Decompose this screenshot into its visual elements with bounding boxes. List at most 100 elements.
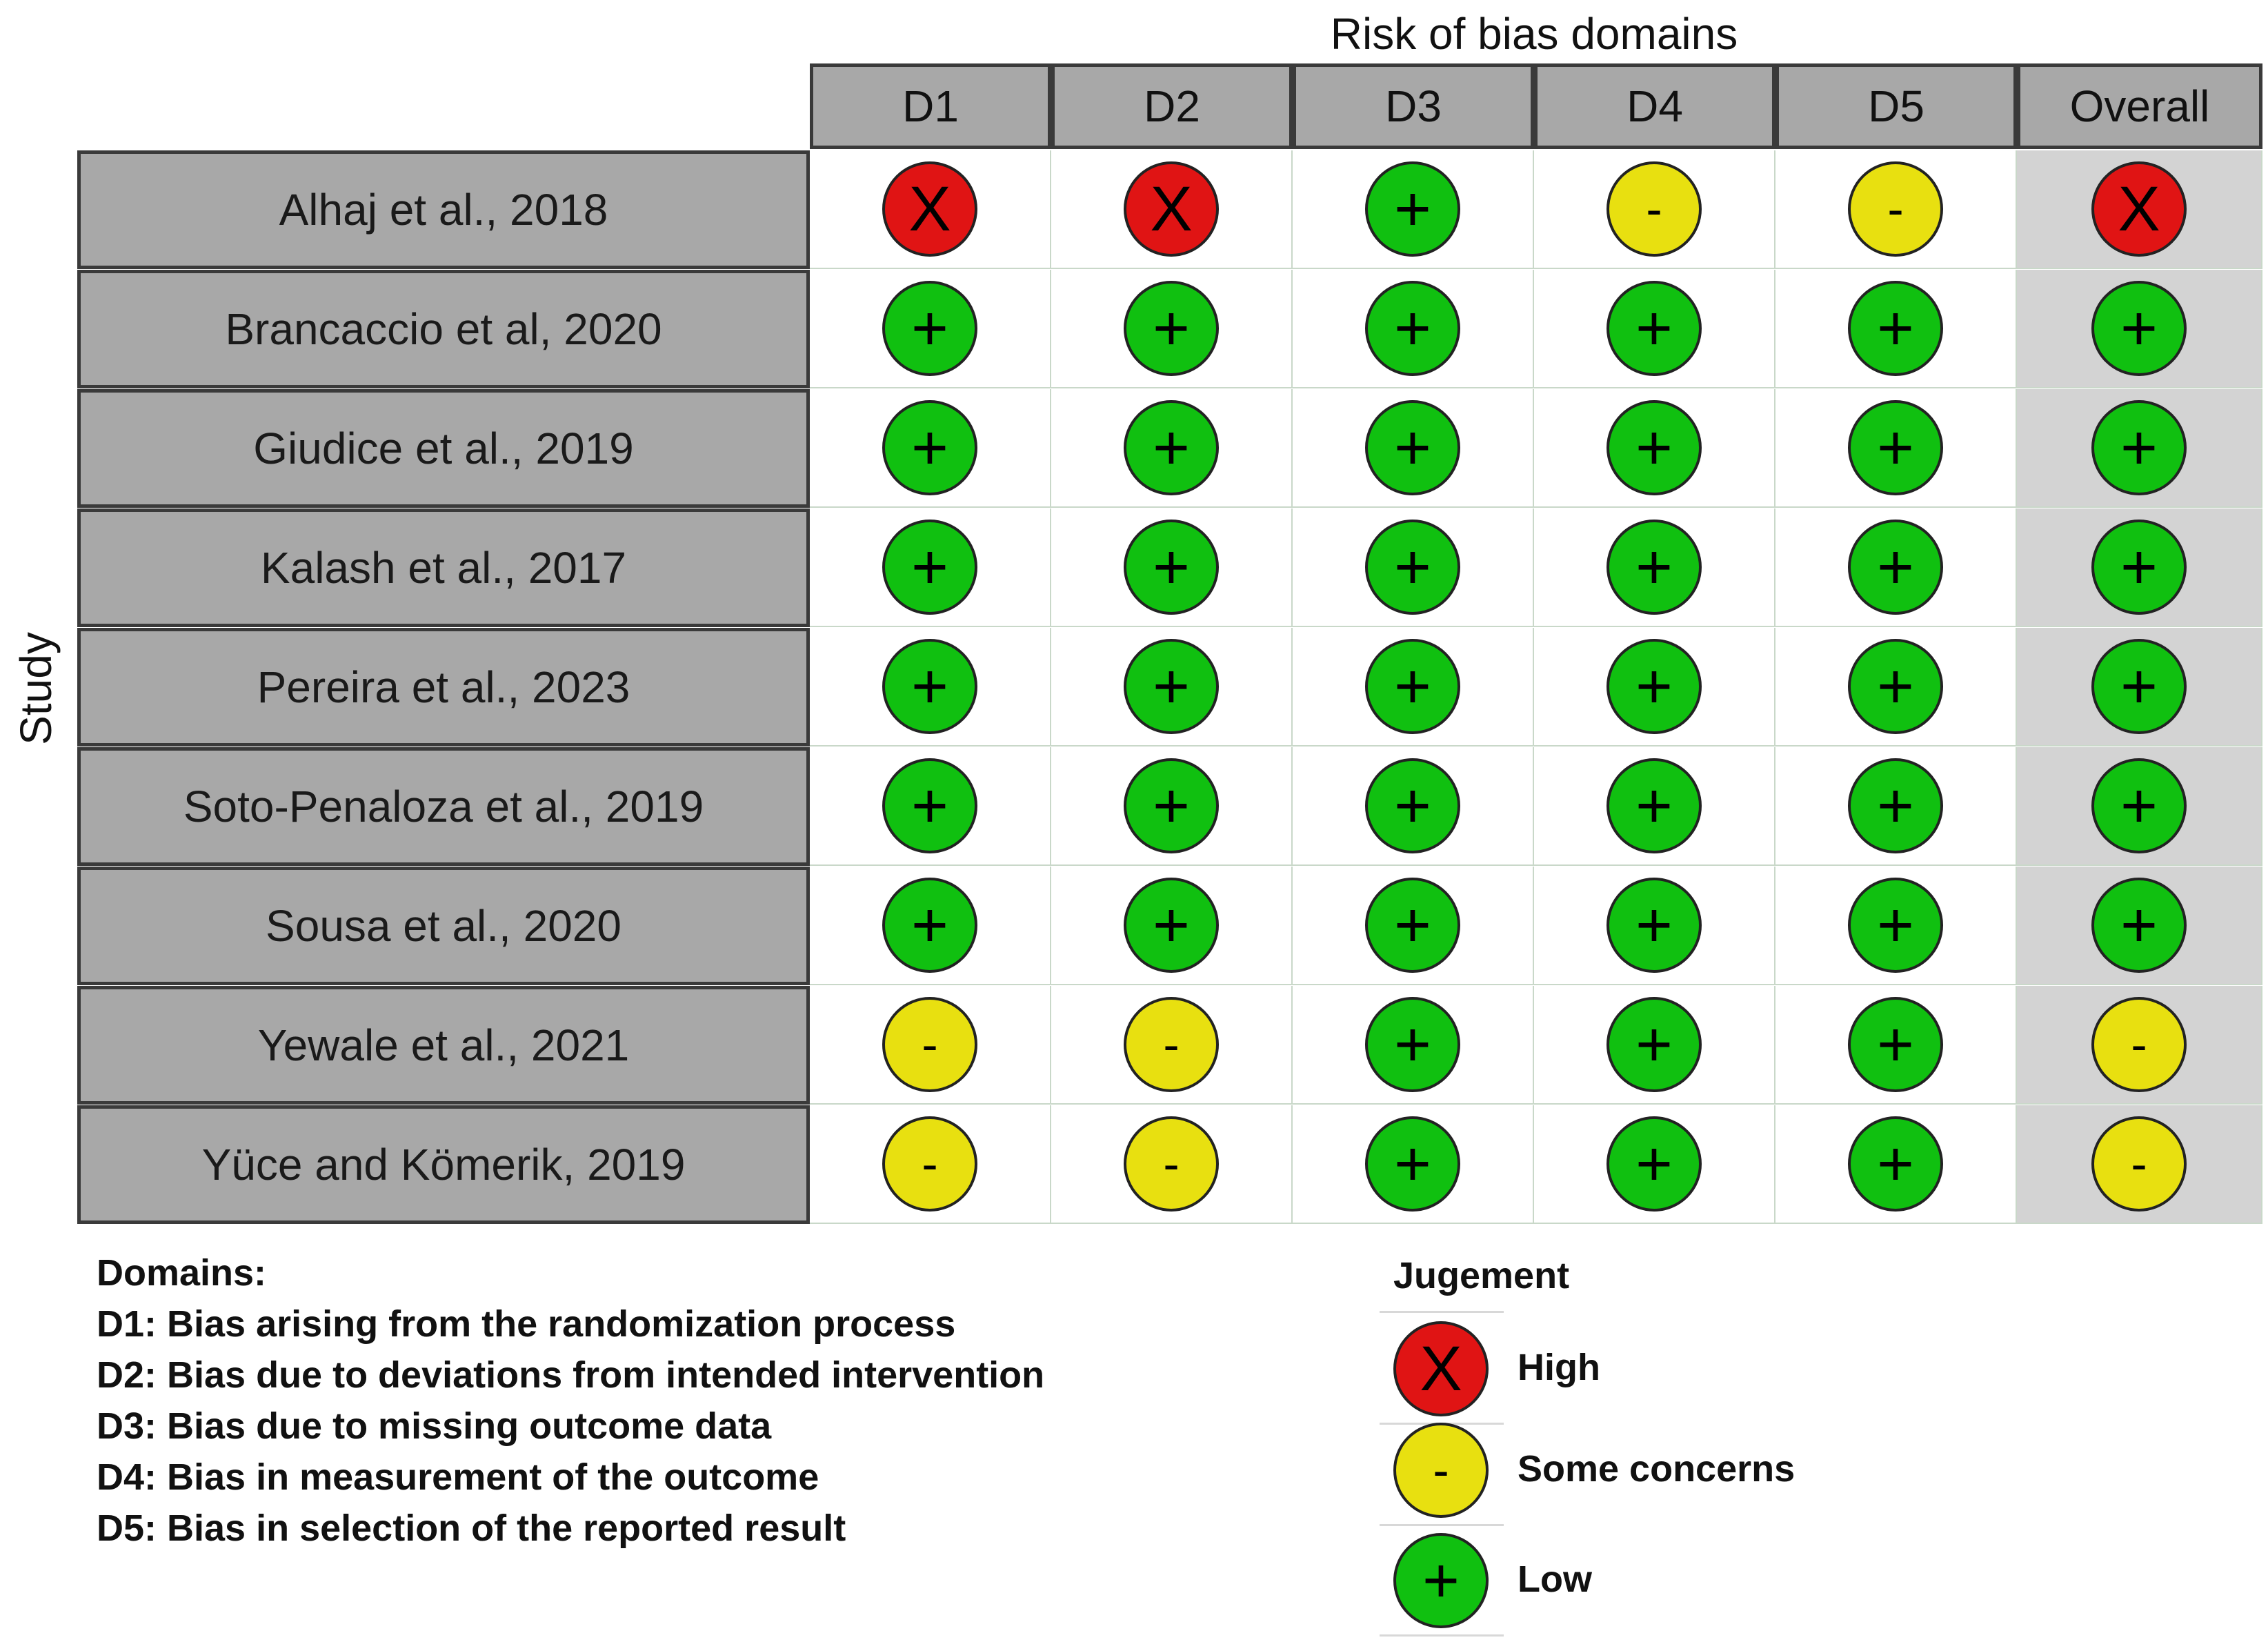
judgement-cell: + [1534,508,1775,627]
judgement-cell: + [1293,150,1534,269]
judgement-low-icon: + [1365,1116,1460,1212]
judgement-cell: + [810,270,1051,388]
judgement-cell: + [1775,389,2017,508]
judgement-low-icon: + [2091,281,2187,376]
column-header-d1: D1 [810,63,1051,149]
judgement-low-icon: + [1124,520,1219,615]
judgement-low-icon: + [2091,878,2187,973]
judgement-low-icon: + [1365,639,1460,734]
judgement-cell: + [1534,270,1775,388]
judgement-low-icon: + [1848,878,1943,973]
judgement-low-icon: + [1848,1116,1943,1212]
judgement-cell: + [1293,747,1534,866]
study-label: Alhaj et al., 2018 [77,150,810,269]
judgement-cell: + [2017,747,2262,866]
judgement-low-icon: + [1365,161,1460,257]
domains-heading: Domains: [97,1252,267,1294]
judgement-high-icon: X [2091,161,2187,257]
judgement-some-icon: - [1606,161,1702,257]
legend-label-high: High [1518,1347,1600,1388]
judgement-cell: + [1534,628,1775,747]
judgement-cell: + [1775,986,2017,1105]
judgement-low-icon: + [1606,639,1702,734]
judgement-low-icon: + [2091,639,2187,734]
legend-label-some: Some concerns [1518,1448,1796,1490]
judgement-cell: + [1775,270,2017,388]
domain-item-d5: D5: Bias in selection of the reported re… [97,1507,846,1549]
judgement-cell: + [1051,867,1293,985]
chart-title: Risk of bias domains [1330,9,1738,59]
judgement-cell: + [2017,867,2262,985]
judgement-low-icon: + [882,639,977,734]
judgement-cell: + [1534,1105,1775,1224]
legend-divider [1380,1524,1504,1526]
study-label: Sousa et al., 2020 [77,867,810,985]
judgement-cell: + [1293,389,1534,508]
domain-item-d2: D2: Bias due to deviations from intended… [97,1354,1045,1396]
judgement-low-icon: + [1124,878,1219,973]
judgement-cell: + [1293,986,1534,1105]
judgement-low-icon: + [1365,997,1460,1092]
study-label: Brancaccio et al, 2020 [77,270,810,388]
legend-low-icon: + [1393,1533,1489,1628]
judgement-some-icon: - [2091,1116,2187,1212]
judgement-low-icon: + [1124,400,1219,495]
judgement-cell: + [1051,747,1293,866]
judgement-low-icon: + [882,281,977,376]
judgement-low-icon: + [1365,878,1460,973]
judgement-low-icon: + [1606,400,1702,495]
legend-label-low: Low [1518,1559,1592,1600]
judgement-cell: + [1051,389,1293,508]
judgement-low-icon: + [1606,758,1702,853]
judgement-low-icon: + [882,878,977,973]
judgement-low-icon: + [1365,281,1460,376]
judgement-some-icon: - [1124,997,1219,1092]
judgement-cell: + [1534,747,1775,866]
judgement-low-icon: + [882,520,977,615]
column-header-d4: D4 [1534,63,1775,149]
judgement-cell: + [1293,867,1534,985]
judgement-low-icon: + [1365,400,1460,495]
judgement-low-icon: + [1848,758,1943,853]
judgement-low-icon: + [1606,997,1702,1092]
judgement-low-icon: + [1848,639,1943,734]
judgement-cell: X [2017,150,2262,269]
judgement-low-icon: + [1365,758,1460,853]
domain-item-d1: D1: Bias arising from the randomization … [97,1303,956,1345]
column-header-d3: D3 [1293,63,1534,149]
legend-high-icon: X [1393,1321,1489,1416]
legend-title: Jugement [1393,1255,1570,1296]
domain-item-d4: D4: Bias in measurement of the outcome [97,1456,819,1498]
study-label: Giudice et al., 2019 [77,389,810,508]
judgement-cell: + [810,389,1051,508]
judgement-cell: + [810,867,1051,985]
study-label: Kalash et al., 2017 [77,508,810,627]
judgement-low-icon: + [1848,997,1943,1092]
judgement-low-icon: + [1124,758,1219,853]
judgement-cell: - [1534,150,1775,269]
judgement-high-icon: X [1124,161,1219,257]
judgement-cell: X [810,150,1051,269]
judgement-low-icon: + [2091,520,2187,615]
judgement-cell: + [1534,389,1775,508]
judgement-cell: - [1051,1105,1293,1224]
judgement-low-icon: + [1606,1116,1702,1212]
y-axis-title: Study [11,632,61,745]
judgement-low-icon: + [882,400,977,495]
judgement-cell: - [1051,986,1293,1105]
column-header-overall: Overall [2017,63,2262,149]
judgement-cell: - [2017,986,2262,1105]
judgement-cell: + [1534,986,1775,1105]
judgement-cell: - [810,986,1051,1105]
judgement-some-icon: - [1848,161,1943,257]
study-label: Pereira et al., 2023 [77,628,810,747]
judgement-low-icon: + [1848,520,1943,615]
judgement-cell: + [1293,1105,1534,1224]
legend-some-icon: - [1393,1423,1489,1518]
judgement-cell: + [810,747,1051,866]
legend-divider [1380,1634,1504,1637]
judgement-cell: + [1293,628,1534,747]
study-label: Yüce and Kömerik, 2019 [77,1105,810,1224]
judgement-low-icon: + [1124,639,1219,734]
study-label: Yewale et al., 2021 [77,986,810,1105]
